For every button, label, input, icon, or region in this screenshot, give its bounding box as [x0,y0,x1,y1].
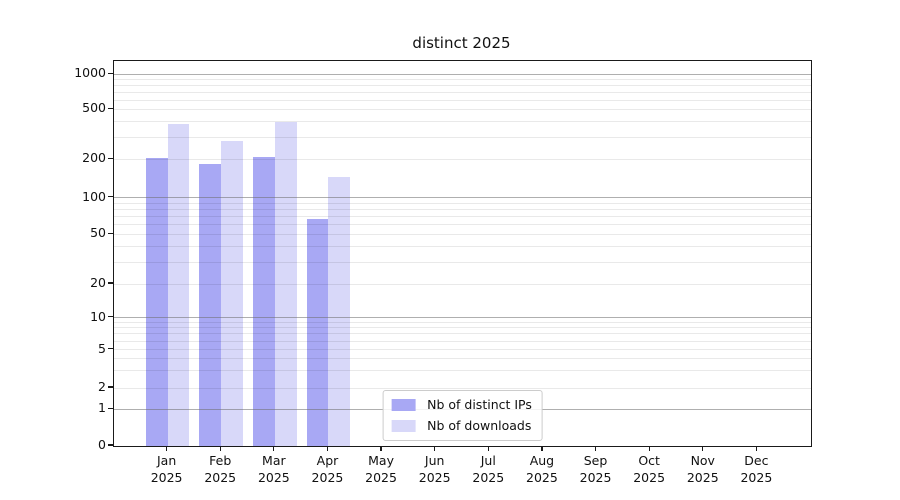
y-gridline-90 [114,202,811,204]
x-tick-label-may: May 2025 [365,453,397,485]
chart-title: distinct 2025 [412,34,511,52]
y-gridline-3 [114,370,811,372]
y-gridline-200 [114,158,811,160]
legend-swatch-downloads [391,420,416,432]
x-tick-dec [755,446,757,451]
y-tick-50 [108,232,113,234]
y-gridline-900 [114,79,811,81]
y-gridline-400 [114,120,811,122]
y-gridline-8 [114,327,811,329]
bar-downloads-mar [274,122,297,446]
legend-item-distinct-ips: Nb of distinct IPs [391,397,532,413]
x-tick-jan [166,446,168,451]
y-gridline-4 [114,358,811,360]
y-gridline-60 [114,224,811,226]
x-tick-label-dec: Dec 2025 [740,453,773,485]
x-tick-label-apr: Apr 2025 [311,453,344,485]
y-gridline-800 [114,85,811,87]
y-tick-label-0: 0 [98,437,106,452]
x-tick-label-jun: Jun 2025 [418,453,451,485]
x-tick-label-aug: Aug 2025 [526,453,558,485]
y-tick-1 [108,407,113,409]
y-gridline-5 [114,349,811,350]
y-tick-label-500: 500 [82,100,106,116]
bar-distinct-ips-jan [145,157,168,446]
y-tick-label-2: 2 [98,379,106,394]
y-gridline-80 [114,208,811,210]
y-tick-label-5: 5 [98,340,106,356]
x-tick-label-nov: Nov 2025 [686,453,719,485]
y-gridline-70 [114,216,811,218]
x-tick-label-jul: Jul 2025 [472,453,505,485]
legend-item-downloads: Nb of downloads [391,418,532,434]
y-tick-5 [108,347,113,350]
y-gridline-600 [114,99,811,101]
y-tick-label-20: 20 [90,275,106,290]
legend: Nb of distinct IPs Nb of downloads [382,390,543,441]
x-tick-oct [648,446,650,451]
bar-downloads-feb [221,140,244,446]
x-tick-sep [594,446,597,451]
x-tick-label-mar: Mar 2025 [257,453,290,485]
x-tick-label-sep: Sep 2025 [579,453,612,485]
y-gridline-700 [114,91,811,93]
y-tick-label-100: 100 [82,188,106,204]
y-tick-label-1000: 1000 [74,65,106,81]
y-tick-label-50: 50 [90,225,106,241]
y-tick-0 [108,444,113,446]
plot-area: Nb of distinct IPs Nb of downloads [113,60,812,447]
x-tick-label-oct: Oct 2025 [633,453,666,485]
bar-downloads-apr [328,177,351,446]
y-tick-label-10: 10 [90,308,106,324]
y-tick-200 [108,157,113,159]
y-gridline-7 [114,333,811,335]
y-gridline-2 [114,387,811,389]
bar-distinct-ips-apr [306,218,329,446]
bar-distinct-ips-mar [253,157,275,446]
y-tick-100 [108,196,113,198]
y-gridline-500 [114,108,811,110]
bar-distinct-ips-feb [199,163,222,446]
y-gridline-100 [114,197,811,199]
y-tick-label-200: 200 [82,150,106,166]
y-tick-20 [108,282,113,284]
y-gridline-6 [114,340,811,342]
legend-swatch-distinct-ips [391,399,416,411]
y-tick-500 [108,107,113,109]
y-gridline-20 [114,283,811,285]
y-gridline-40 [114,245,811,247]
legend-label-downloads: Nb of downloads [427,418,532,433]
bar-downloads-jan [167,124,190,446]
y-gridline-1000 [114,73,811,75]
x-tick-label-jan: Jan 2025 [150,453,183,485]
x-tick-nov [702,446,704,451]
y-tick-label-1: 1 [98,400,106,416]
x-tick-apr [326,446,329,451]
y-gridline-10 [114,317,811,318]
x-tick-may [380,446,382,451]
y-gridline-30 [114,261,811,263]
x-tick-label-feb: Feb 2025 [204,453,237,485]
x-tick-feb [219,446,221,451]
x-tick-mar [273,446,275,451]
y-tick-1000 [108,72,113,74]
y-tick-2 [108,386,113,388]
y-gridline-9 [114,321,811,323]
x-tick-jun [434,446,436,451]
legend-label-distinct-ips: Nb of distinct IPs [427,397,532,412]
y-gridline-50 [114,233,811,235]
x-tick-jul [487,446,489,451]
y-tick-10 [108,315,113,318]
x-tick-aug [541,446,543,451]
y-gridline-300 [114,136,811,138]
